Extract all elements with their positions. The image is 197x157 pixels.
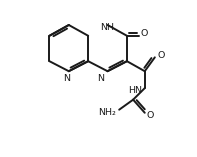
Text: O: O bbox=[146, 111, 154, 120]
Text: O: O bbox=[141, 29, 148, 38]
Text: N: N bbox=[98, 73, 104, 83]
Text: O: O bbox=[157, 51, 164, 60]
Text: HN: HN bbox=[128, 86, 142, 95]
Text: NH: NH bbox=[100, 23, 114, 32]
Text: NH₂: NH₂ bbox=[98, 108, 116, 117]
Text: N: N bbox=[63, 73, 70, 83]
